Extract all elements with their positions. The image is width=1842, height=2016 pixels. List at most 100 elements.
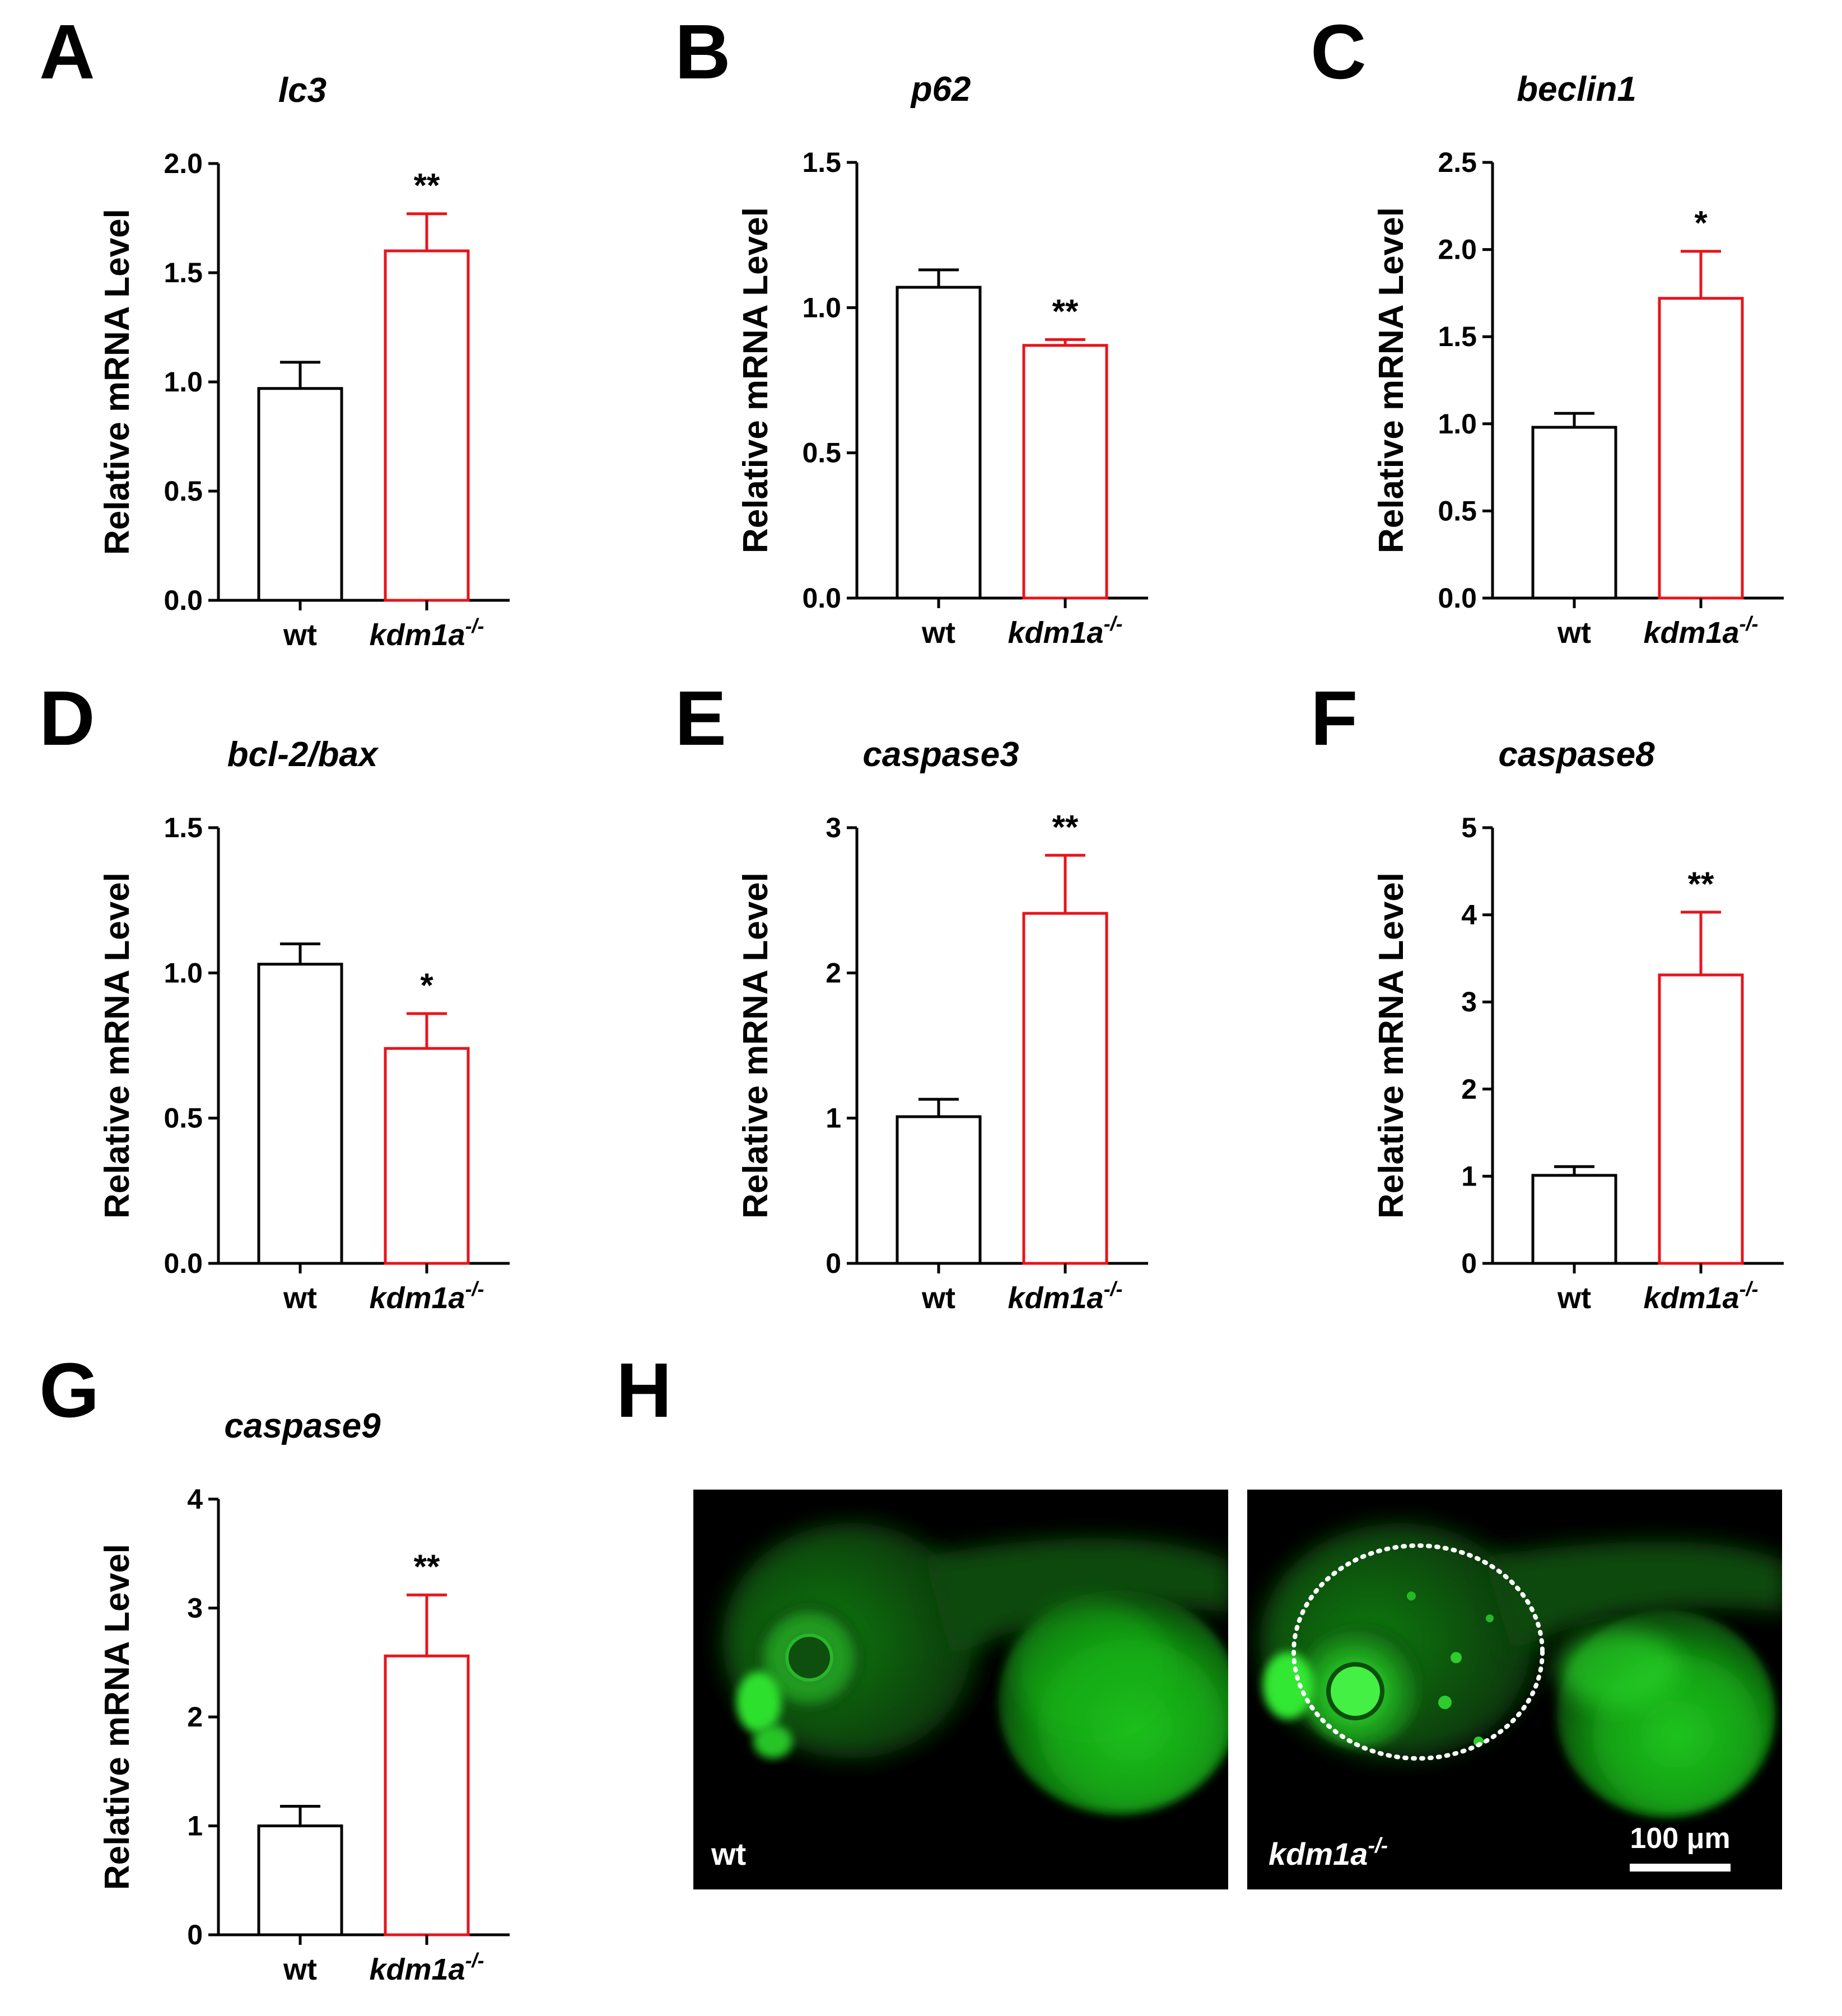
y-tick-label: 1 <box>1461 1160 1477 1192</box>
panel-letter-g: G <box>39 1347 99 1434</box>
y-tick-label: 1.5 <box>1438 321 1477 352</box>
x-tick-label-text: kdm1a <box>369 1953 465 1986</box>
x-tick-label-superscript: -/- <box>1104 1277 1123 1300</box>
lens-ko <box>1326 1662 1384 1720</box>
y-tick-label: 2.0 <box>1438 234 1477 265</box>
bar-wt <box>257 1824 343 1936</box>
y-tick-label: 1.5 <box>802 147 841 178</box>
panel-letter-d: D <box>39 675 95 762</box>
y-tick-label: 0.5 <box>1438 495 1477 526</box>
chart-beclin1: beclin1 Relative mRNA Level 0.0 0.5 1.0 1.5 2.… <box>1372 70 1784 650</box>
y-tick-label: 0.5 <box>164 475 203 507</box>
micrograph-kdm1a-label: kdm1a-/- <box>1269 1834 1388 1872</box>
significance-marker: * <box>420 967 433 1004</box>
y-tick-label: 1 <box>826 1103 841 1134</box>
y-tick-label: 0.0 <box>1438 582 1477 614</box>
micrograph-kdm1a: kdm1a-/- 100 μm <box>1247 1490 1782 1889</box>
x-tick-label: kdm1a-/- <box>1008 1277 1122 1315</box>
x-tick-label-superscript: -/- <box>1740 612 1759 635</box>
panel-letter-f: F <box>1311 675 1358 762</box>
y-tick-label: 1.0 <box>164 366 203 398</box>
y-axis-label: Relative mRNA Level <box>98 1544 137 1890</box>
panel-letter-e: E <box>675 675 726 762</box>
y-axis-label: Relative mRNA Level <box>736 207 775 553</box>
significance-marker: * <box>1694 204 1708 242</box>
significance-marker: ** <box>414 1548 440 1585</box>
yolk-highlight-wt <box>1014 1602 1171 1736</box>
y-tick-label: 0 <box>826 1248 841 1279</box>
x-tick-label-text: wt <box>1557 616 1591 650</box>
chart-title: caspase9 <box>224 1407 381 1445</box>
y-tick-label: 1.0 <box>164 957 203 988</box>
x-tick-label-text: kdm1a <box>1643 616 1739 650</box>
chart-bcl2-bax: bcl-2/bax Relative mRNA Level 0.0 0.5 1.0 1.5… <box>98 735 510 1315</box>
chart-caspase3: caspase3 Relative mRNA Level 0 1 2 3 wt kdm1a-/… <box>736 735 1148 1315</box>
x-tick-label: wt <box>1557 1281 1591 1315</box>
chart-title: beclin1 <box>1517 70 1636 109</box>
bar-kdm1a <box>1022 344 1108 600</box>
significance-marker: ** <box>1052 292 1079 330</box>
y-axis-label: Relative mRNA Level <box>1372 872 1411 1219</box>
y-tick-label: 2 <box>826 957 841 988</box>
y-tick-label: 0.0 <box>164 585 203 616</box>
y-tick-label: 1.5 <box>164 257 203 288</box>
chart-title: bcl-2/bax <box>227 735 379 774</box>
y-tick-label: 4 <box>187 1483 203 1515</box>
y-tick-label: 3 <box>826 812 841 843</box>
x-tick-label: kdm1a-/- <box>369 614 484 652</box>
y-axis-label: Relative mRNA Level <box>736 872 775 1219</box>
chart-caspase9: caspase9 Relative mRNA Level 0 1 2 3 4 wt kdm1a-… <box>98 1407 510 1986</box>
x-tick-label-text: wt <box>283 1281 317 1315</box>
bright-spot-ko-1 <box>1263 1652 1313 1719</box>
chart-title: lc3 <box>278 71 327 110</box>
bright-spot-wt-1 <box>736 1672 781 1733</box>
apoptotic-cell-1 <box>1451 1652 1462 1663</box>
y-tick-label: 2.0 <box>164 148 203 179</box>
bar-kdm1a <box>1658 297 1744 600</box>
bar-wt <box>1531 1174 1617 1265</box>
panel-letter-h: H <box>616 1347 672 1434</box>
y-tick-label: 0.0 <box>802 582 841 614</box>
x-tick-label: kdm1a-/- <box>369 1949 484 1986</box>
y-tick-label: 1.0 <box>1438 408 1477 440</box>
chart-caspase8: caspase8 Relative mRNA Level 0 1 2 3 4 5 wt kdm1a… <box>1372 735 1784 1315</box>
y-tick-label: 3 <box>1461 986 1477 1018</box>
x-tick-label-superscript: -/- <box>465 1277 484 1300</box>
x-tick-label-superscript: -/- <box>465 614 484 637</box>
panel-letter-a: A <box>39 9 95 95</box>
chart-title: caspase8 <box>1498 735 1655 774</box>
scale-bar <box>1630 1864 1731 1872</box>
bar-kdm1a <box>1022 912 1108 1265</box>
chart-lc3: lc3 Relative mRNA Level 0.0 0.5 1.0 1.5 2.0 wt k… <box>98 71 510 652</box>
x-tick-label: wt <box>283 1281 317 1315</box>
y-tick-label: 1.5 <box>164 812 203 843</box>
x-tick-label-text: kdm1a <box>369 618 465 652</box>
micrograph-kdm1a-label-superscript: -/- <box>1368 1834 1388 1858</box>
x-tick-label: wt <box>921 1281 955 1315</box>
region-of-interest-circle <box>1291 1543 1545 1761</box>
y-tick-label: 1.0 <box>802 292 841 323</box>
y-axis-label: Relative mRNA Level <box>98 872 137 1219</box>
y-axis-label: Relative mRNA Level <box>98 209 137 555</box>
x-tick-label-text: wt <box>1557 1281 1591 1315</box>
chart-title: caspase3 <box>862 735 1019 774</box>
x-tick-label: kdm1a-/- <box>369 1277 484 1315</box>
x-tick-label-text: wt <box>283 1953 317 1986</box>
yolk-highlight-ko <box>1557 1630 1680 1708</box>
panel-letter-c: C <box>1311 9 1367 95</box>
x-tick-label: wt <box>1557 616 1591 650</box>
bar-kdm1a <box>1658 973 1744 1265</box>
y-tick-label: 1 <box>187 1810 203 1842</box>
bar-wt <box>896 1115 982 1265</box>
significance-marker: ** <box>414 167 440 204</box>
bar-wt <box>257 963 343 1265</box>
x-tick-label: wt <box>921 616 955 650</box>
y-tick-label: 2.5 <box>1438 147 1477 178</box>
y-tick-label: 0 <box>187 1919 203 1950</box>
scale-bar-label: 100 μm <box>1630 1822 1730 1855</box>
chart-title: p62 <box>910 70 971 109</box>
bar-kdm1a <box>384 1047 470 1265</box>
x-tick-label-text: kdm1a <box>1643 1281 1739 1315</box>
y-axis-label: Relative mRNA Level <box>1372 207 1411 553</box>
